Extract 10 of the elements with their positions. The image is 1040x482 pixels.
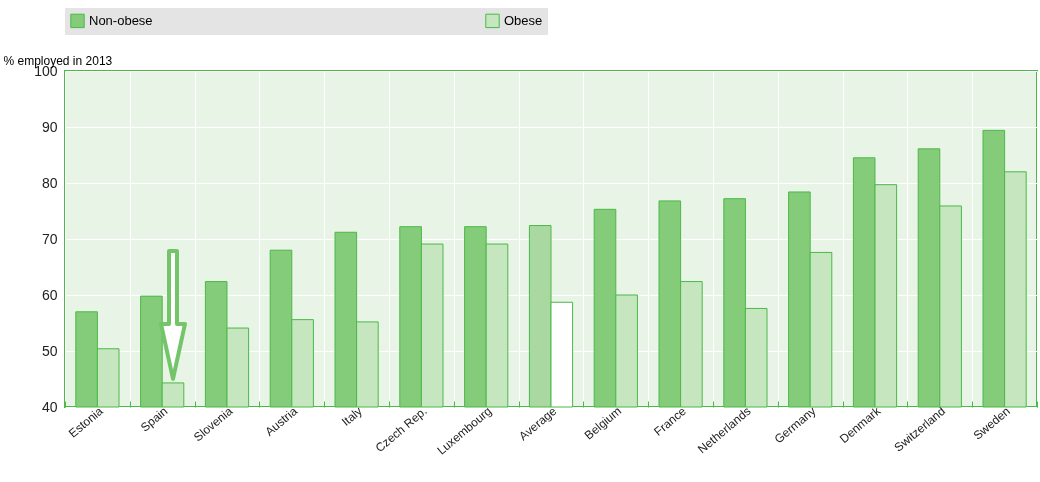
- y-tick-label: 80: [41, 174, 58, 191]
- y-tick-label: 60: [41, 286, 58, 303]
- x-tick-label: Italy: [338, 403, 365, 429]
- y-axis-title: % employed in 2013: [3, 53, 113, 68]
- legend-label: Non-obese: [89, 12, 153, 28]
- y-tick-label: 90: [41, 118, 58, 135]
- legend-label: Obese: [504, 12, 543, 28]
- y-tick-label: 40: [41, 398, 58, 415]
- y-tick-label: 70: [41, 230, 58, 247]
- y-tick-label: 50: [41, 342, 58, 359]
